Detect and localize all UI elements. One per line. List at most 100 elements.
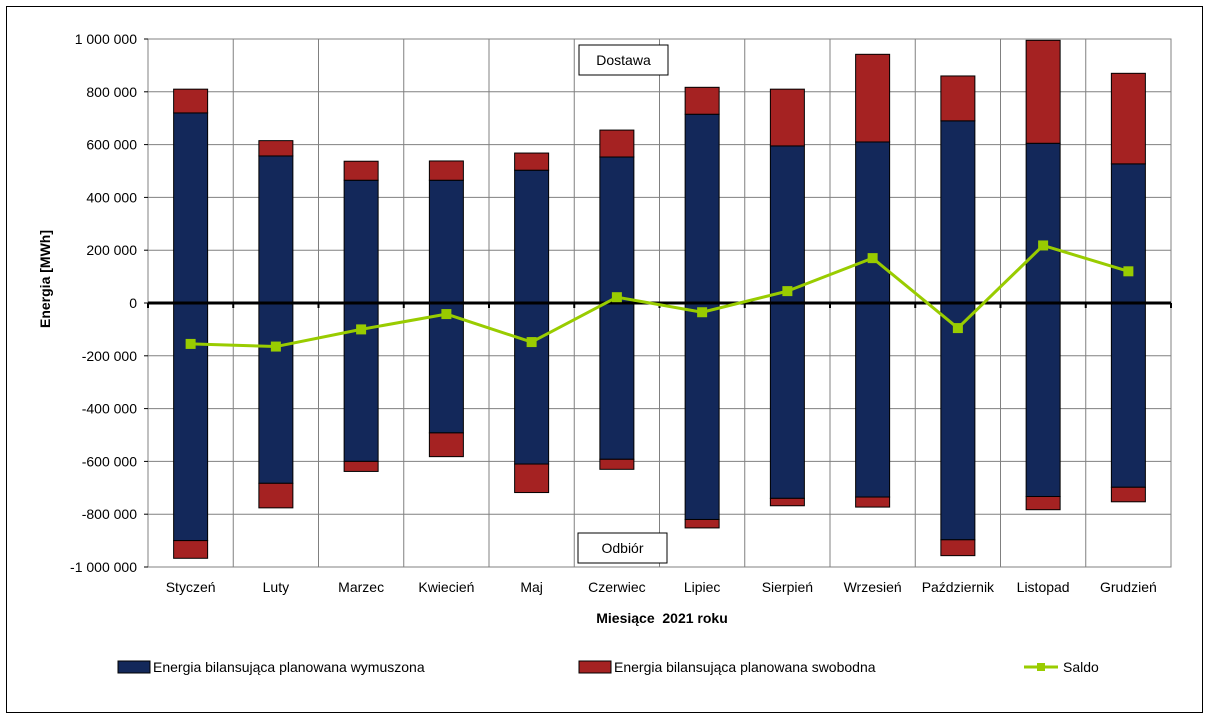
legend-marker-saldo xyxy=(1037,663,1045,671)
bar-wymuszona-odbior xyxy=(258,302,294,484)
bar-swobodna-dostawa xyxy=(343,160,379,181)
bar-swobodna-dostawa xyxy=(173,88,209,114)
bar-wymuszona-odbior xyxy=(940,302,976,541)
bar-wymuszona-odbior xyxy=(684,302,720,520)
bar-wymuszona-dostawa xyxy=(173,112,209,304)
bar-swobodna-dostawa xyxy=(514,152,550,171)
annotation-top: Dostawa xyxy=(578,44,669,76)
bar-swobodna-dostawa xyxy=(1025,39,1061,144)
saldo-point xyxy=(270,341,281,352)
bar-swobodna-dostawa xyxy=(940,75,976,122)
bar-swobodna-odbior xyxy=(769,497,805,507)
saldo-point xyxy=(952,323,963,334)
y-tick-label: 1 000 000 xyxy=(75,31,137,47)
bar-swobodna-dostawa xyxy=(428,160,464,181)
bar-wymuszona-dostawa xyxy=(1025,142,1061,304)
x-tick-label: Sierpień xyxy=(762,579,813,595)
bar-wymuszona-odbior xyxy=(855,302,891,498)
x-tick-label: Maj xyxy=(520,579,543,595)
bar-wymuszona-odbior xyxy=(428,302,464,434)
legend-item-saldo: Saldo xyxy=(1024,659,1099,675)
y-tick-label: 600 000 xyxy=(86,137,137,153)
bar-swobodna-odbior xyxy=(514,463,550,494)
saldo-point xyxy=(1123,266,1134,277)
saldo-point xyxy=(611,292,622,303)
bar-wymuszona-dostawa xyxy=(769,145,805,304)
bar-wymuszona-dostawa xyxy=(343,179,379,304)
bar-wymuszona-dostawa xyxy=(514,169,550,304)
bar-wymuszona-dostawa xyxy=(684,113,720,304)
bar-swobodna-odbior xyxy=(258,482,294,509)
saldo-point xyxy=(526,337,537,348)
bar-swobodna-dostawa xyxy=(684,86,720,115)
bar-swobodna-odbior xyxy=(684,518,720,529)
x-tick-label: Marzec xyxy=(338,579,384,595)
legend-label-wymuszona: Energia bilansująca planowana wymuszona xyxy=(153,659,425,675)
bar-wymuszona-dostawa xyxy=(1110,163,1146,304)
saldo-series-line xyxy=(190,243,1129,349)
x-tick-labels: Styczeń Luty Marzec Kwiecień Maj Czerwiec Lipi… xyxy=(166,579,1157,595)
legend: Energia bilansująca planowana wymuszona … xyxy=(117,659,1099,675)
zero-axis xyxy=(144,38,1172,568)
bar-swobodna-dostawa xyxy=(855,53,891,143)
saldo-line xyxy=(185,240,1134,352)
bar-swobodna-dostawa xyxy=(769,88,805,147)
saldo-point xyxy=(1038,240,1049,251)
legend-label-saldo: Saldo xyxy=(1063,659,1099,675)
annotation-top-box xyxy=(578,44,669,76)
bar-wymuszona-dostawa xyxy=(258,155,294,304)
y-tick-label: 400 000 xyxy=(86,189,137,205)
bar-swobodna-dostawa xyxy=(599,129,635,158)
bar-swobodna-odbior xyxy=(343,460,379,472)
y-tick-label: -800 000 xyxy=(82,506,137,522)
bar-swobodna-dostawa xyxy=(1110,72,1146,165)
legend-swatch-swobodna xyxy=(578,660,612,674)
bar-swobodna-odbior xyxy=(940,539,976,557)
y-axis-title: Energia [MWh] xyxy=(37,230,53,328)
annotation-bottom: Odbiór xyxy=(577,532,668,564)
legend-item-wymuszona: Energia bilansująca planowana wymuszona xyxy=(117,659,425,675)
x-tick-label: Styczeń xyxy=(166,579,216,595)
bar-wymuszona-dostawa xyxy=(855,141,891,304)
saldo-point xyxy=(356,324,367,335)
saldo-point xyxy=(441,309,452,320)
bar-wymuszona-odbior xyxy=(1110,302,1146,488)
y-tick-labels: 1 000 000 800 000 600 000 400 000 200 000 0 -2… xyxy=(70,31,137,575)
saldo-point xyxy=(867,253,878,264)
y-tick-label: -200 000 xyxy=(82,348,137,364)
legend-item-swobodna: Energia bilansująca planowana swobodna xyxy=(578,659,876,675)
y-tick-label: -600 000 xyxy=(82,453,137,469)
saldo-point xyxy=(185,338,196,349)
legend-swatch-wymuszona xyxy=(117,660,151,674)
saldo-point xyxy=(697,307,708,318)
annotation-top-text: Dostawa xyxy=(596,52,651,68)
y-tick-label: -400 000 xyxy=(82,401,137,417)
bar-swobodna-odbior xyxy=(855,496,891,508)
x-tick-label: Wrzesień xyxy=(844,579,902,595)
y-tick-label: 200 000 xyxy=(86,242,137,258)
x-tick-label: Grudzień xyxy=(1100,579,1157,595)
annotation-bottom-text: Odbiór xyxy=(601,540,643,556)
bar-wymuszona-odbior xyxy=(769,302,805,499)
bar-wymuszona-odbior xyxy=(1025,302,1061,498)
bar-wymuszona-odbior xyxy=(173,302,209,542)
x-tick-label: Październik xyxy=(922,579,995,595)
x-tick-label: Kwiecień xyxy=(418,579,474,595)
y-tick-label: -1 000 000 xyxy=(70,559,137,575)
bar-wymuszona-dostawa xyxy=(599,156,635,304)
x-tick-label: Listopad xyxy=(1017,579,1070,595)
y-tick-label: 800 000 xyxy=(86,84,137,100)
annotation-bottom-box xyxy=(577,532,668,564)
bar-swobodna-odbior xyxy=(599,458,635,470)
x-tick-label: Lipiec xyxy=(684,579,721,595)
x-tick-label: Czerwiec xyxy=(588,579,646,595)
legend-label-swobodna: Energia bilansująca planowana swobodna xyxy=(614,659,876,675)
bar-wymuszona-dostawa xyxy=(428,179,464,304)
saldo-point xyxy=(782,286,793,297)
grid xyxy=(148,38,1171,568)
bar-swobodna-odbior xyxy=(1110,486,1146,503)
bar-wymuszona-odbior xyxy=(514,302,550,465)
x-tick-label: Luty xyxy=(263,579,289,595)
y-tick-label: 0 xyxy=(129,295,137,311)
